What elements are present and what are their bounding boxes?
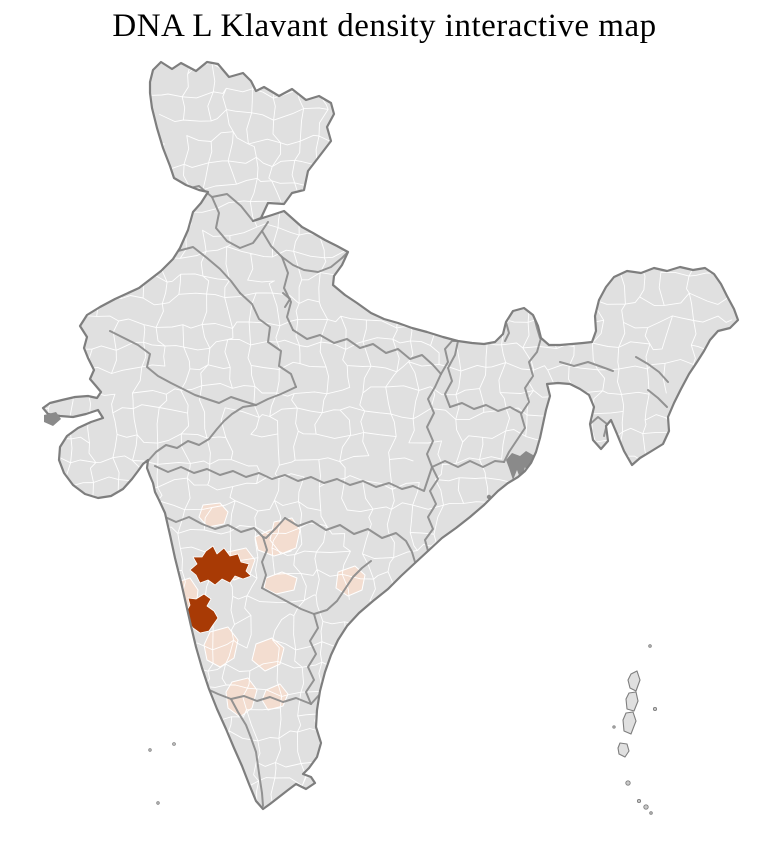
nicobar-islet — [652, 706, 658, 712]
state-border-line — [559, 361, 614, 372]
nicobar-islet — [648, 644, 652, 648]
state-border-line — [503, 337, 542, 463]
state-border-line — [261, 230, 349, 273]
state-border-line — [444, 340, 459, 408]
kori-creek-patch — [44, 412, 61, 426]
page-title: DNA L Klavant density interactive map — [112, 8, 657, 44]
state-border-line — [204, 687, 312, 705]
state-border-line — [424, 466, 439, 552]
nicobar-islet — [649, 811, 653, 815]
lakshadweep-islands — [148, 742, 176, 805]
state-border-line — [292, 329, 442, 375]
state-border-line — [282, 292, 291, 308]
nicobar-islet — [625, 780, 631, 786]
lakshadweep-islet — [172, 742, 176, 746]
state-border-line — [239, 292, 297, 388]
state-border-line — [261, 517, 286, 589]
state-border-line — [261, 560, 372, 615]
andaman-island — [627, 670, 641, 692]
state-border-line — [284, 517, 416, 563]
state-border-line — [449, 402, 522, 414]
andaman-island — [625, 691, 639, 712]
state-border-line — [431, 460, 505, 468]
india-coastline — [41, 60, 740, 811]
state-border-line — [635, 356, 669, 383]
high-density-district[interactable] — [185, 593, 219, 634]
nicobar-islet — [636, 798, 642, 804]
state-border-line — [146, 404, 257, 463]
high-density-districts — [185, 545, 252, 634]
state-border-line — [504, 321, 510, 342]
lakshadweep-islet — [156, 801, 160, 805]
state-border-line — [154, 465, 433, 492]
andaman-nicobar-islands — [612, 644, 658, 815]
nicobar-islet — [612, 725, 616, 729]
high-density-district[interactable] — [189, 545, 252, 586]
low-density-district[interactable] — [251, 637, 285, 672]
state-border-line — [230, 698, 264, 807]
state-border-line — [281, 256, 294, 331]
state-border-line — [211, 196, 269, 249]
coastal-lagoon-dot — [319, 717, 323, 721]
andaman-island — [622, 711, 637, 735]
state-border-line — [109, 330, 297, 406]
state-border-line — [647, 389, 668, 408]
state-border-line — [426, 373, 442, 468]
andaman-island — [617, 742, 630, 758]
lakshadweep-islet — [148, 748, 152, 752]
nicobar-islet — [643, 804, 649, 810]
state-border-line — [162, 515, 264, 538]
state-border-line — [305, 613, 319, 705]
